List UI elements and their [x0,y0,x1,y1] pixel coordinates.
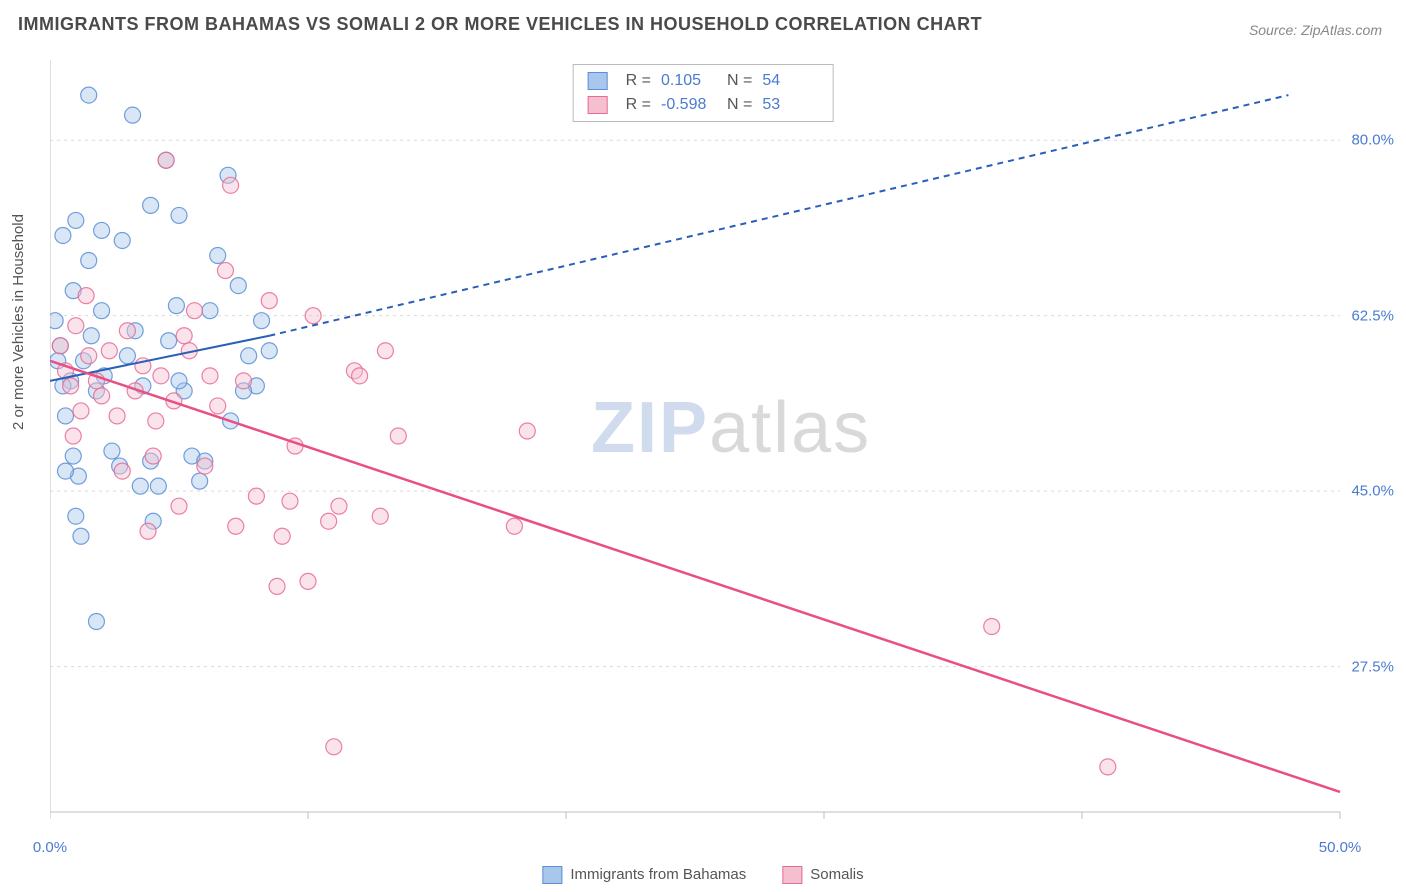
ytick-label: 62.5% [1351,307,1394,324]
series-legend: Immigrants from Bahamas Somalis [542,866,863,884]
n-value: 54 [762,69,818,93]
legend-item: Somalis [782,866,863,884]
legend-swatch [588,72,608,90]
legend-swatch [782,866,802,884]
legend-swatch [588,96,608,114]
ytick-label: 27.5% [1351,658,1394,675]
correlation-legend-row: R = 0.105 N = 54 [588,69,819,93]
chart-area [50,60,1370,820]
y-axis-label: 2 or more Vehicles in Household [10,214,27,430]
legend-label: Somalis [810,866,863,883]
correlation-legend: R = 0.105 N = 54 R = -0.598 N = 53 [573,64,834,122]
correlation-legend-row: R = -0.598 N = 53 [588,93,819,117]
n-value: 53 [762,93,818,117]
n-label: N = [727,93,752,117]
ytick-label: 80.0% [1351,132,1394,149]
n-label: N = [727,69,752,93]
source-attribution: Source: ZipAtlas.com [1249,22,1382,38]
legend-item: Immigrants from Bahamas [542,866,746,884]
r-label: R = [626,93,651,117]
r-value: 0.105 [661,69,717,93]
chart-svg [50,60,1370,820]
r-value: -0.598 [661,93,717,117]
legend-label: Immigrants from Bahamas [570,866,746,883]
legend-swatch [542,866,562,884]
chart-title: IMMIGRANTS FROM BAHAMAS VS SOMALI 2 OR M… [18,14,982,35]
ytick-label: 45.0% [1351,483,1394,500]
xtick-label: 50.0% [1319,839,1362,856]
r-label: R = [626,69,651,93]
xtick-label: 0.0% [33,839,67,856]
